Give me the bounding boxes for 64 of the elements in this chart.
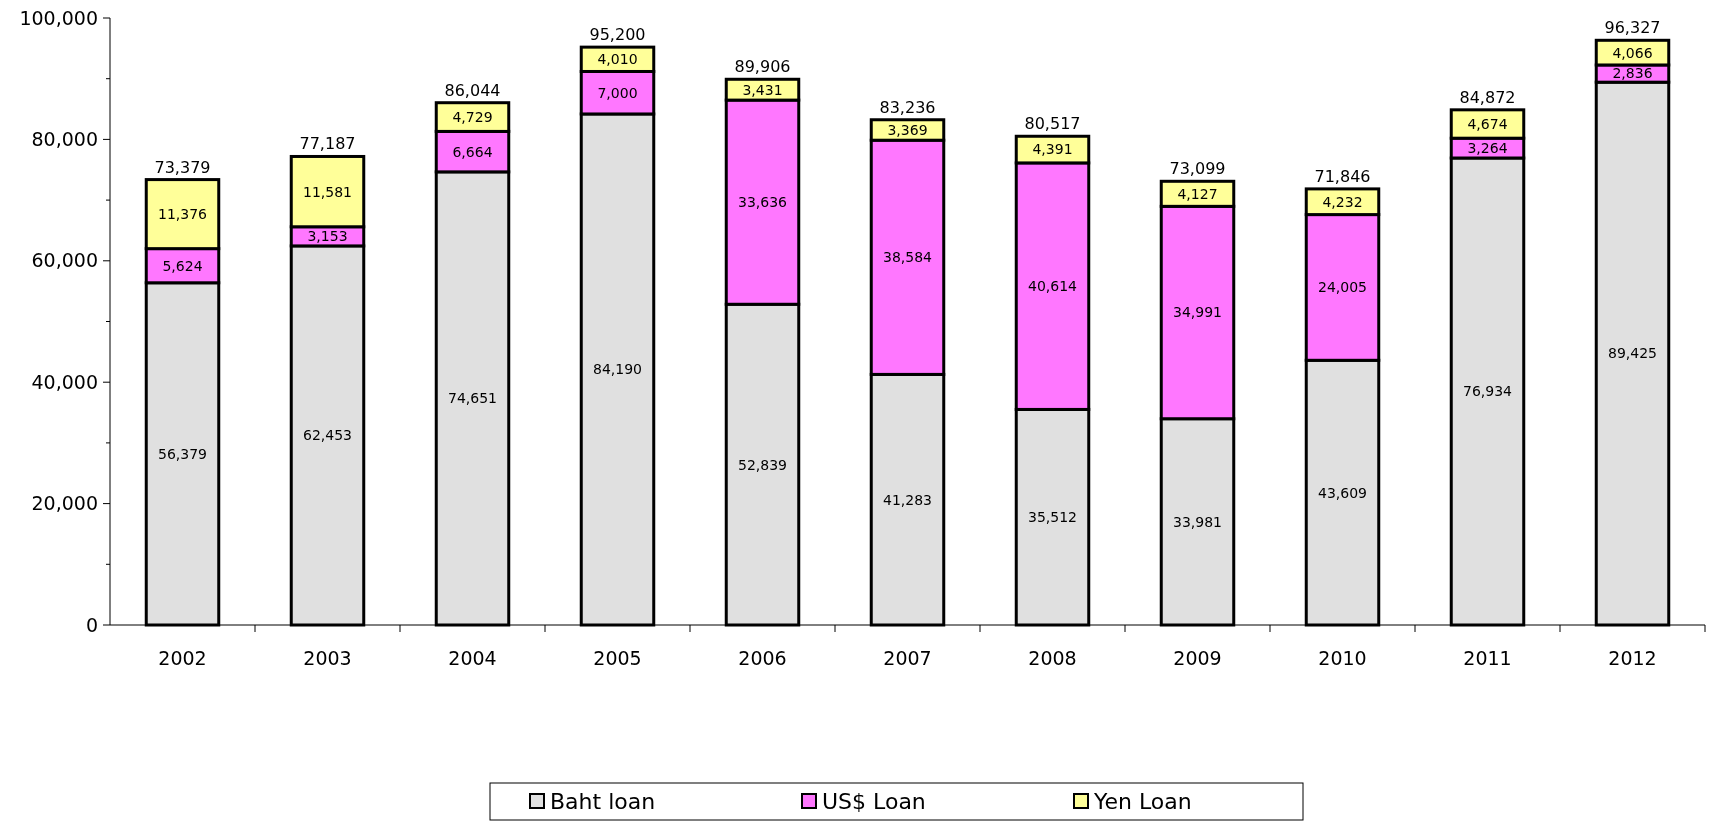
data-label: 62,453 xyxy=(303,427,352,444)
data-label: 2,836 xyxy=(1612,65,1653,82)
x-tick-label: 2005 xyxy=(593,647,642,669)
x-tick-label: 2009 xyxy=(1173,647,1222,669)
data-label: 3,153 xyxy=(307,228,348,245)
total-label: 89,906 xyxy=(734,57,791,77)
x-tick-label: 2010 xyxy=(1318,647,1367,669)
total-label: 86,044 xyxy=(444,80,501,100)
data-label: 34,991 xyxy=(1173,304,1222,321)
data-label: 33,981 xyxy=(1173,513,1222,530)
x-tick-label: 2002 xyxy=(158,647,207,669)
data-label: 38,584 xyxy=(883,249,933,266)
data-label: 4,010 xyxy=(597,51,638,68)
legend-label: Baht loan xyxy=(550,788,656,814)
y-tick-label: 0 xyxy=(85,613,98,636)
data-label: 6,664 xyxy=(452,143,493,160)
total-label: 96,327 xyxy=(1604,18,1661,38)
data-label: 89,425 xyxy=(1608,345,1657,362)
data-label: 11,581 xyxy=(303,183,352,200)
x-tick-label: 2004 xyxy=(448,647,497,669)
data-label: 52,839 xyxy=(738,456,787,473)
data-label: 3,369 xyxy=(887,121,928,138)
x-tick-label: 2008 xyxy=(1028,647,1077,669)
total-label: 73,099 xyxy=(1169,159,1226,179)
x-tick-label: 2003 xyxy=(303,647,352,669)
x-tick-label: 2012 xyxy=(1608,647,1657,669)
data-label: 4,127 xyxy=(1177,185,1218,202)
data-label: 11,376 xyxy=(158,206,208,223)
data-label: 4,674 xyxy=(1467,115,1508,132)
data-label: 33,636 xyxy=(738,194,788,211)
total-label: 77,187 xyxy=(299,134,356,154)
data-label: 4,729 xyxy=(452,108,493,125)
data-label: 84,190 xyxy=(593,361,642,378)
y-tick-label: 20,000 xyxy=(31,492,98,515)
data-label: 40,614 xyxy=(1028,278,1078,295)
x-tick-label: 2011 xyxy=(1463,647,1512,669)
data-label: 4,232 xyxy=(1322,193,1363,210)
total-label: 73,379 xyxy=(154,157,211,177)
data-label: 41,283 xyxy=(883,491,932,508)
x-tick-label: 2006 xyxy=(738,647,787,669)
x-tick-label: 2007 xyxy=(883,647,932,669)
total-label: 80,517 xyxy=(1024,114,1081,134)
data-label: 76,934 xyxy=(1463,383,1513,400)
data-label: 3,431 xyxy=(742,81,783,98)
data-label: 35,512 xyxy=(1028,509,1077,526)
y-tick-label: 60,000 xyxy=(31,249,98,272)
total-label: 71,846 xyxy=(1314,166,1371,186)
y-tick-label: 80,000 xyxy=(31,128,98,151)
legend-label: US$ Loan xyxy=(822,788,926,814)
y-tick-label: 40,000 xyxy=(31,370,98,393)
data-label: 4,066 xyxy=(1612,44,1653,61)
total-label: 84,872 xyxy=(1459,87,1516,107)
total-label: 83,236 xyxy=(879,97,936,117)
data-label: 7,000 xyxy=(597,84,638,101)
data-label: 5,624 xyxy=(162,257,203,274)
y-tick-label: 100,000 xyxy=(19,6,98,29)
data-label: 56,379 xyxy=(158,445,207,462)
data-label: 4,391 xyxy=(1032,141,1073,158)
data-label: 43,609 xyxy=(1318,484,1367,501)
data-label: 74,651 xyxy=(448,390,497,407)
data-label: 24,005 xyxy=(1318,279,1367,296)
legend-label: Yen Loan xyxy=(1093,788,1192,814)
total-label: 95,200 xyxy=(589,25,646,45)
data-label: 3,264 xyxy=(1467,140,1508,156)
